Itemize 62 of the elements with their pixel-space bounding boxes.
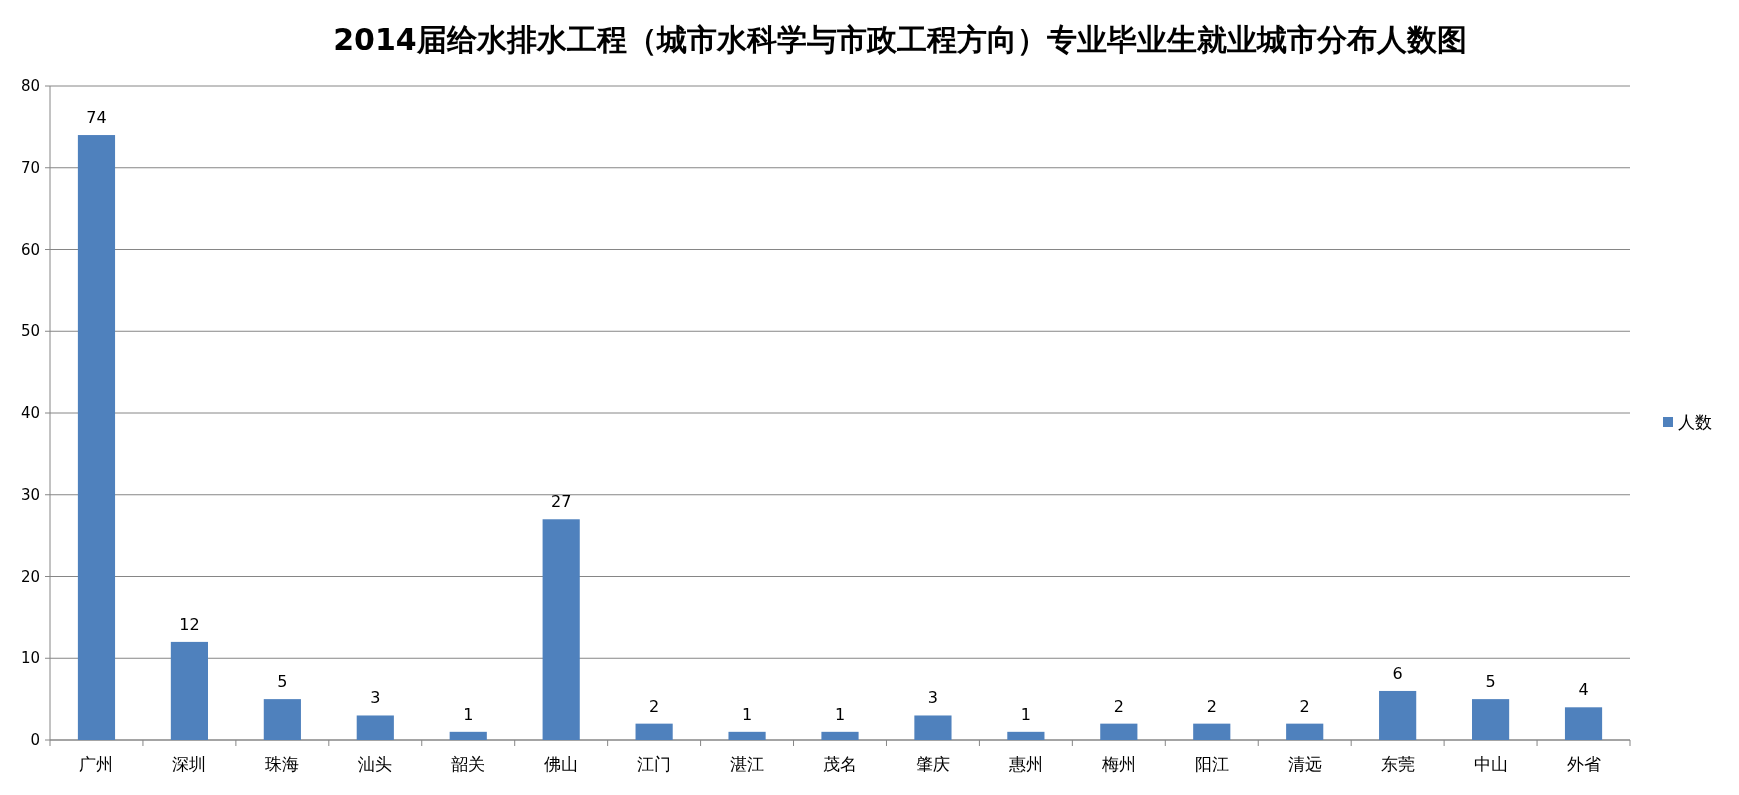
x-tick-label: 江门 <box>637 754 672 774</box>
data-label: 2 <box>1113 696 1124 716</box>
data-label: 74 <box>86 108 107 128</box>
y-tick-label: 40 <box>20 404 40 422</box>
x-tick-label: 东莞 <box>1380 754 1415 774</box>
bar <box>1193 723 1231 740</box>
data-label: 1 <box>463 704 474 724</box>
x-tick-label: 汕头 <box>358 754 393 774</box>
data-label: 12 <box>179 614 200 634</box>
data-label: 1 <box>741 704 753 724</box>
bar <box>1007 731 1045 740</box>
bar <box>1472 699 1510 740</box>
y-tick-label: 60 <box>20 240 40 259</box>
bar <box>914 715 952 740</box>
data-label: 6 <box>1392 663 1403 683</box>
x-tick-label: 湛江 <box>730 754 765 774</box>
data-label: 1 <box>834 704 846 724</box>
x-tick-label: 广州 <box>79 754 114 774</box>
bar <box>635 723 673 740</box>
x-tick-label: 深圳 <box>172 754 207 774</box>
bar <box>821 731 859 740</box>
data-label: 27 <box>551 492 572 512</box>
data-label: 1 <box>1020 704 1031 724</box>
y-tick-label: 0 <box>30 731 40 749</box>
data-label: 4 <box>1578 680 1589 700</box>
x-tick-label: 梅州 <box>1100 754 1136 774</box>
title: 2014届给水排水工程（城市水科学与市政工程方向）专业毕业生就业城市分布人数图 <box>333 22 1467 57</box>
y-tick-label: 50 <box>20 322 40 341</box>
x-tick-label: 中山 <box>1473 754 1508 774</box>
bar <box>263 699 301 740</box>
bar <box>77 135 116 740</box>
bar <box>728 731 766 740</box>
x-tick-label: 肇庆 <box>915 754 950 774</box>
x-tick-label: 茂名 <box>823 754 857 774</box>
bar <box>1379 690 1417 740</box>
bar <box>1564 707 1603 740</box>
y-tick-label: 20 <box>20 567 40 586</box>
bar <box>356 715 394 740</box>
data-label: 2 <box>1299 696 1310 716</box>
data-label: 3 <box>370 688 381 708</box>
legend-label: 人数 <box>1678 412 1712 432</box>
x-tick-label: 韶关 <box>451 754 486 774</box>
bar <box>542 519 580 740</box>
x-tick-label: 外省 <box>1566 754 1601 774</box>
data-label: 5 <box>1485 672 1496 692</box>
x-tick-label: 阳江 <box>1194 754 1229 774</box>
bar <box>1286 723 1324 740</box>
x-tick-label: 佛山 <box>544 754 579 774</box>
data-label: 5 <box>277 672 288 692</box>
data-label: 2 <box>649 696 660 716</box>
data-label: 2 <box>1206 696 1217 716</box>
bar <box>1100 723 1138 740</box>
x-tick-label: 清远 <box>1287 754 1322 774</box>
x-tick-label: 珠海 <box>265 754 300 774</box>
data-label: 3 <box>927 688 939 708</box>
y-tick-label: 70 <box>20 158 40 177</box>
bar <box>170 641 208 740</box>
x-tick-label: 惠州 <box>1007 754 1043 774</box>
bar <box>449 731 487 740</box>
y-tick-label: 30 <box>20 485 40 504</box>
y-tick-label: 80 <box>20 77 40 95</box>
y-tick-label: 10 <box>20 649 40 668</box>
